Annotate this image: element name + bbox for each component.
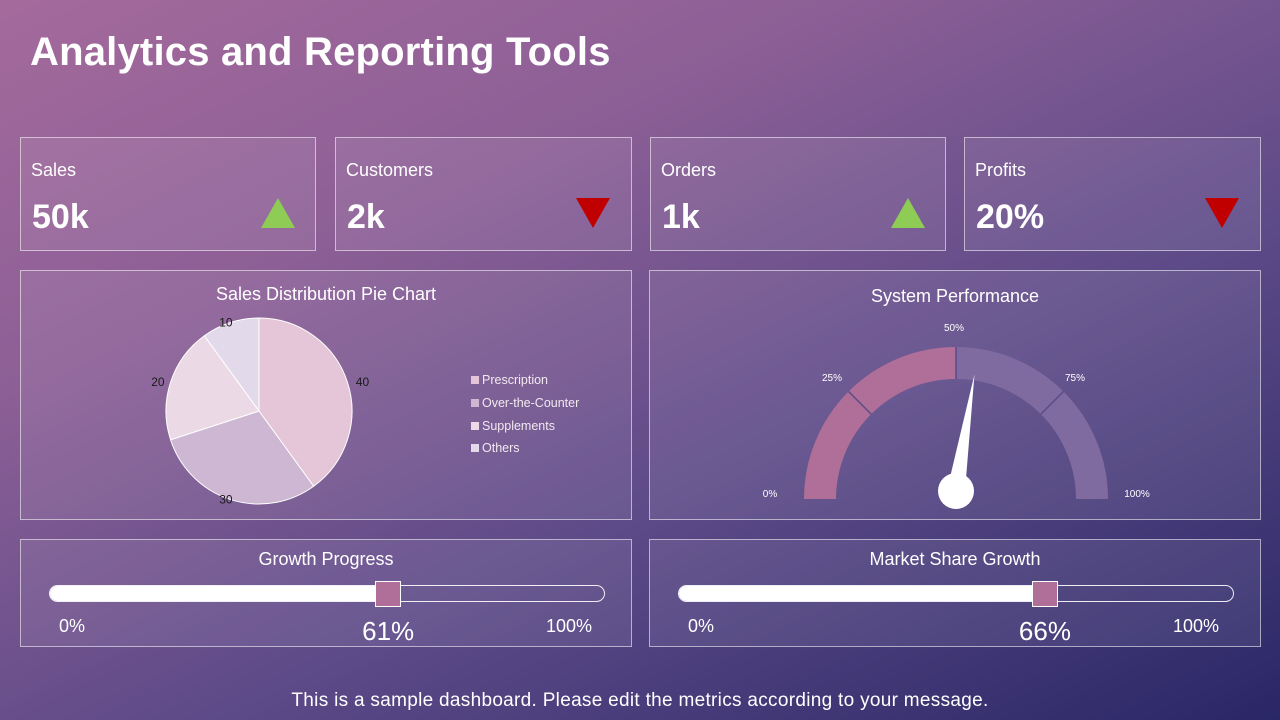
market-value-label: 66%	[1018, 616, 1071, 646]
kpi-value: 1k	[662, 198, 700, 236]
legend-swatch	[471, 444, 479, 453]
legend-label: Others	[482, 441, 520, 456]
kpi-label: Customers	[346, 160, 434, 180]
market-slider-track[interactable]	[678, 581, 1234, 607]
market-share-title: Market Share Growth	[869, 549, 1041, 569]
footer-note: This is a sample dashboard. Please edit …	[291, 690, 989, 711]
gauge-title: System Performance	[870, 286, 1040, 306]
legend-item: Prescription	[471, 369, 579, 392]
kpi-label: Sales	[31, 160, 77, 180]
gauge-divider	[1040, 390, 1065, 415]
gauge-tick-label: 100%	[1124, 489, 1150, 500]
gauge-tick-label: 50%	[944, 323, 964, 334]
legend-label: Prescription	[482, 373, 548, 388]
growth-slider-fill	[50, 586, 388, 601]
kpi-value: 20%	[976, 198, 1045, 236]
pie-data-label: 20	[151, 375, 165, 389]
gauge-panel: System Performance 0% 25% 50% 75% 100%	[649, 270, 1261, 520]
growth-slider-thumb[interactable]	[374, 581, 401, 607]
gauge-divider	[847, 390, 872, 415]
gauge-needle	[947, 374, 975, 493]
legend-label: Over-the-Counter	[482, 396, 580, 411]
market-share-panel: Market Share Growth 0% 66% 100%	[649, 539, 1261, 647]
growth-value-label: 61%	[362, 616, 415, 646]
growth-max-label: 100%	[546, 616, 593, 636]
pie-slice-supplements	[165, 335, 260, 441]
kpi-value: 50k	[32, 198, 89, 236]
pie-chart-title: Sales Distribution Pie Chart	[215, 284, 437, 304]
trend-down-icon	[576, 198, 610, 228]
gauge-needle-hub	[938, 473, 974, 509]
legend-swatch	[471, 421, 479, 430]
gauge-tick-label: 0%	[763, 489, 778, 500]
growth-slider-track[interactable]	[49, 581, 605, 607]
gauge-tick-label: 25%	[822, 373, 842, 384]
pie-data-label: 40	[356, 375, 370, 389]
legend-label: Supplements	[482, 418, 555, 433]
pie-data-label: 10	[219, 315, 233, 329]
kpi-card-sales: Sales 50k	[20, 137, 316, 251]
gauge-remaining-band	[956, 347, 1108, 499]
kpi-value: 2k	[347, 198, 385, 236]
pie-slice-others	[203, 317, 260, 413]
kpi-card-orders: Orders 1k	[650, 137, 946, 251]
pie-chart-panel: Sales Distribution Pie Chart 40 30 20 10 Pr…	[20, 270, 632, 520]
market-slider-fill	[679, 586, 1045, 601]
trend-down-icon	[1205, 198, 1239, 228]
legend-swatch	[471, 399, 479, 408]
pie-slice-over-the-counter	[169, 410, 315, 505]
growth-min-label: 0%	[59, 616, 86, 636]
gauge-tick-label: 75%	[1065, 373, 1085, 384]
market-slider-thumb[interactable]	[1031, 581, 1058, 607]
legend-item: Others	[471, 437, 579, 460]
performance-gauge: 0% 25% 50% 75% 100%	[763, 323, 1150, 509]
pie-chart: 40 30 20 10	[151, 315, 370, 507]
legend-swatch	[471, 376, 479, 385]
market-max-label: 100%	[1173, 616, 1220, 636]
pie-data-label: 30	[219, 493, 233, 507]
gauge-filled-band	[804, 347, 956, 499]
pie-slice-prescription	[258, 317, 353, 487]
trend-up-icon	[891, 198, 925, 228]
market-min-label: 0%	[688, 616, 715, 636]
kpi-label: Profits	[975, 160, 1027, 180]
legend-item: Supplements	[471, 414, 579, 437]
kpi-label: Orders	[661, 160, 717, 180]
growth-progress-panel: Growth Progress 0% 61% 100%	[20, 539, 632, 647]
kpi-card-customers: Customers 2k	[335, 137, 632, 251]
pie-legend: Prescription Over-the-Counter Supplements O…	[471, 369, 579, 460]
page-title: Analytics and Reporting Tools	[30, 30, 611, 74]
growth-progress-title: Growth Progress	[258, 549, 394, 569]
legend-item: Over-the-Counter	[471, 392, 579, 415]
trend-up-icon	[261, 198, 295, 228]
kpi-card-profits: Profits 20%	[964, 137, 1261, 251]
